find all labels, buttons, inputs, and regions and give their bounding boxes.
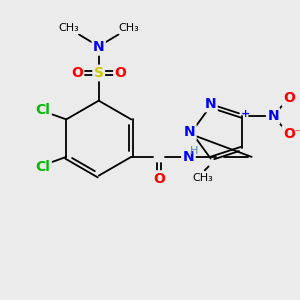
Text: ⁻: ⁻ bbox=[295, 127, 300, 140]
Text: O: O bbox=[283, 91, 295, 105]
Text: CH₃: CH₃ bbox=[59, 22, 80, 33]
Text: O: O bbox=[153, 172, 165, 186]
Text: N: N bbox=[93, 40, 104, 54]
Text: N: N bbox=[183, 150, 194, 164]
Text: CH₃: CH₃ bbox=[192, 173, 213, 183]
Text: O: O bbox=[71, 66, 83, 80]
Text: O: O bbox=[283, 127, 295, 141]
Text: N: N bbox=[184, 125, 195, 139]
Text: Cl: Cl bbox=[35, 103, 50, 116]
Text: Cl: Cl bbox=[35, 160, 50, 174]
Text: S: S bbox=[94, 66, 104, 80]
Text: CH₃: CH₃ bbox=[118, 22, 139, 33]
Text: N: N bbox=[267, 109, 279, 123]
Text: N: N bbox=[205, 97, 216, 111]
Text: +: + bbox=[241, 109, 250, 119]
Text: H: H bbox=[190, 146, 199, 156]
Text: O: O bbox=[115, 66, 126, 80]
